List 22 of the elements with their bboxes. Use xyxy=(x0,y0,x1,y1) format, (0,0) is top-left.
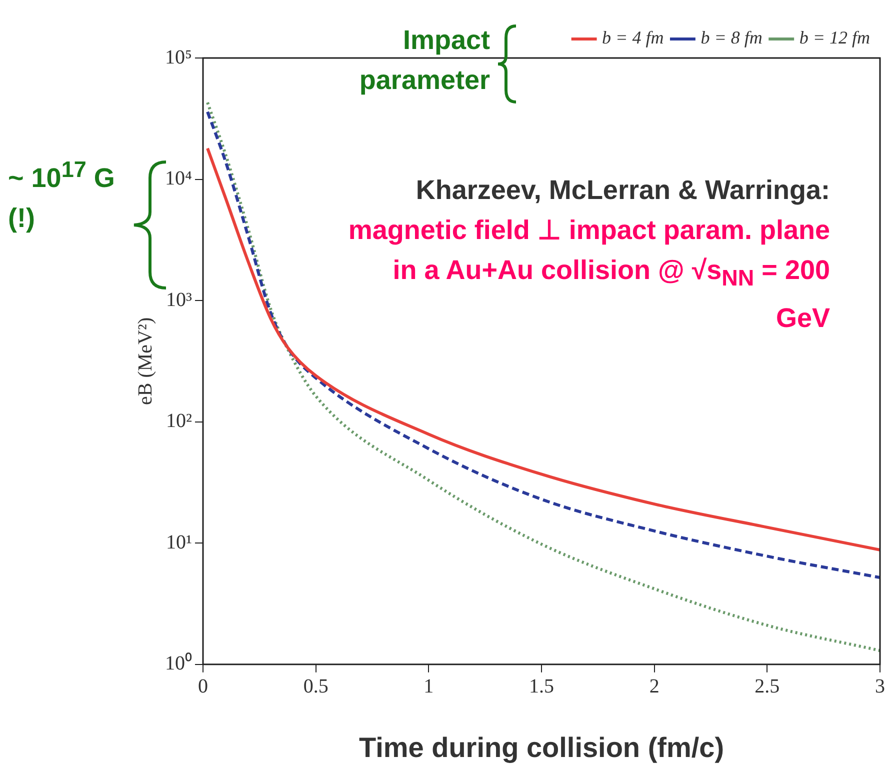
y-tick-label: 10² xyxy=(166,410,192,432)
y-tick-label: 10⁵ xyxy=(165,46,192,68)
x-tick-label: 3 xyxy=(875,676,885,698)
legend-label: b = 8 fm xyxy=(700,28,762,48)
x-tick-label: 2.5 xyxy=(754,676,780,698)
x-tick-label: 1.5 xyxy=(529,676,554,698)
y-tick-label: 10³ xyxy=(166,288,192,311)
x-tick-label: 0 xyxy=(198,676,208,698)
legend-label: b = 4 fm xyxy=(602,28,664,48)
y-tick-label: 10⁴ xyxy=(165,168,192,190)
annotation: Impact parameter xyxy=(358,24,490,97)
x-tick-label: 0.5 xyxy=(303,676,328,698)
y-tick-label: 10¹ xyxy=(166,531,192,554)
x-tick-label: 1 xyxy=(424,676,434,698)
legend-label: b = 12 fm xyxy=(799,28,870,48)
annotation: magnetic field ⊥ impact param. plane in a Au+Au collision @ √s$_{NN}$ = 200 GeV xyxy=(348,215,830,334)
y-axis-title: eB (MeV²) xyxy=(134,317,156,406)
x-tick-label: 2 xyxy=(649,676,660,698)
text: ~ 10$^{17}$ G (!) xyxy=(8,157,115,233)
annotation: Kharzeev, McLerran & Warringa: xyxy=(416,175,830,205)
y-tick-label: 10⁰ xyxy=(165,652,192,675)
x-axis-title: Time during collision (fm/c) xyxy=(358,732,724,763)
